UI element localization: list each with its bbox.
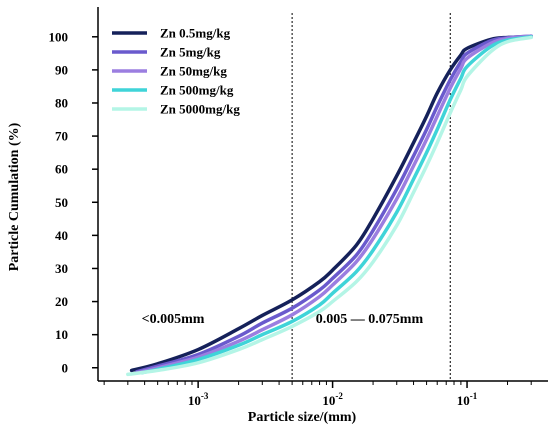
y-tick-label: 50 <box>55 195 68 210</box>
y-tick-label: 80 <box>55 95 68 110</box>
y-tick-label: 20 <box>55 294 68 309</box>
series-line <box>139 35 533 375</box>
y-tick-label: 0 <box>62 360 69 375</box>
x-axis-ticks: 10-3 10-2 10-1 <box>103 381 532 408</box>
y-tick-label: 90 <box>55 62 68 77</box>
legend: Zn 0.5mg/kg Zn 5mg/kg Zn 50mg/kg Zn 500mg/k… <box>112 26 240 117</box>
y-tick-label: 10 <box>55 327 68 342</box>
legend-label: Zn 50mg/kg <box>160 64 227 79</box>
x-tick-label: 10-2 <box>322 391 343 408</box>
legend-label: Zn 5000mg/kg <box>160 102 240 117</box>
legend-label: Zn 500mg/kg <box>160 83 234 98</box>
y-axis-ticks: 0 10 20 30 40 50 60 70 80 90 100 <box>49 29 98 375</box>
series-line <box>129 35 533 373</box>
legend-label: Zn 0.5mg/kg <box>160 26 231 41</box>
y-tick-label: 100 <box>49 29 69 44</box>
x-axis-title: Particle size/(mm) <box>248 410 357 425</box>
series-line <box>126 35 533 377</box>
y-tick-label: 30 <box>55 261 68 276</box>
x-tick-label: 10-3 <box>188 391 209 408</box>
reference-lines <box>291 13 451 381</box>
series-line <box>135 34 533 375</box>
y-axis-title: Particle Cumulation (%) <box>7 122 22 271</box>
y-tick-label: 60 <box>55 162 68 177</box>
y-tick-label: 40 <box>55 228 68 243</box>
annotations: <0.005mm 0.005 — 0.075mm <box>142 312 424 327</box>
series-line <box>135 34 533 374</box>
annotation-label: 0.005 — 0.075mm <box>316 312 424 327</box>
series-lines <box>126 34 533 377</box>
x-tick-label: 10-1 <box>457 391 478 408</box>
annotation-label: <0.005mm <box>142 312 205 327</box>
legend-label: Zn 5mg/kg <box>160 45 221 60</box>
y-tick-label: 70 <box>55 129 68 144</box>
